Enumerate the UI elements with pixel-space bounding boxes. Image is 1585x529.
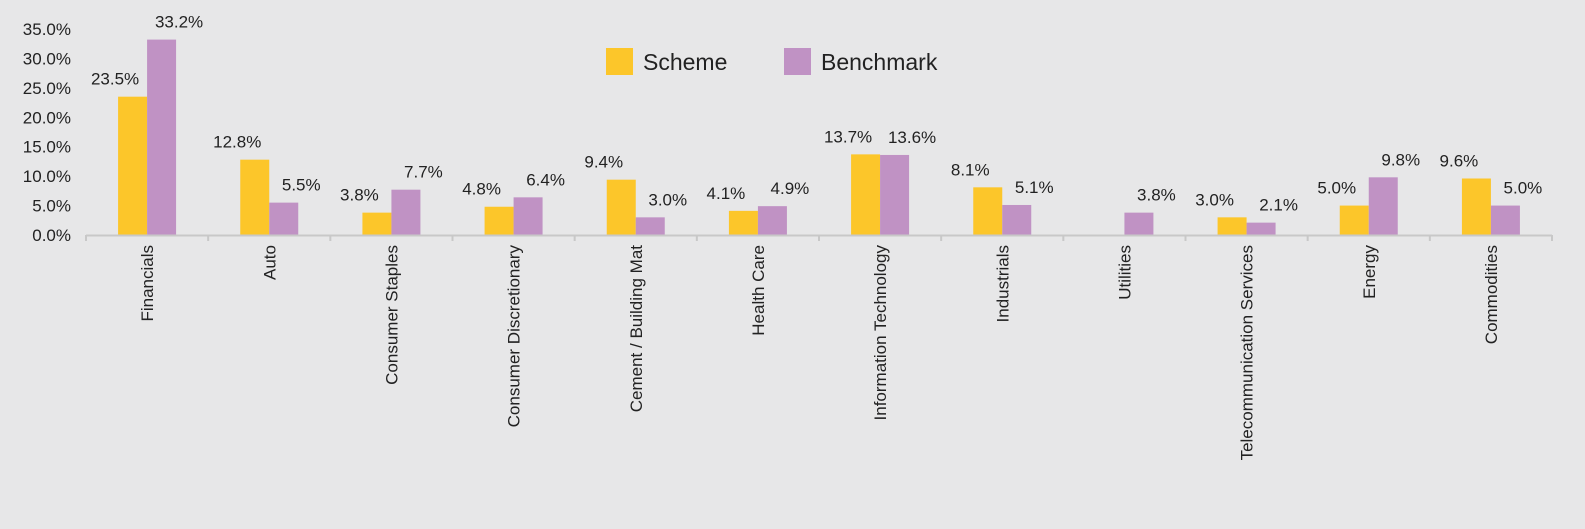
category-label: Health Care bbox=[749, 245, 768, 336]
data-label-benchmark: 7.7% bbox=[404, 163, 443, 182]
legend-label-scheme: Scheme bbox=[643, 49, 727, 75]
bar-benchmark bbox=[147, 39, 177, 235]
category-label: Financials bbox=[138, 245, 157, 322]
bar-benchmark bbox=[635, 217, 665, 235]
bar-scheme bbox=[484, 206, 514, 235]
data-label-scheme: 3.0% bbox=[1195, 190, 1234, 209]
data-label-scheme: 9.6% bbox=[1440, 151, 1479, 170]
category-label: Commodities bbox=[1482, 245, 1501, 344]
data-label-scheme: 12.8% bbox=[213, 133, 261, 152]
bar-benchmark bbox=[1368, 177, 1398, 235]
data-label-benchmark: 3.0% bbox=[648, 190, 687, 209]
category-label: Telecommunication Services bbox=[1238, 245, 1257, 460]
y-tick-label: 5.0% bbox=[32, 197, 71, 216]
category-label: Industrials bbox=[993, 245, 1012, 322]
bar-scheme bbox=[1339, 205, 1369, 235]
bar-scheme bbox=[1217, 217, 1247, 235]
bar-benchmark bbox=[1490, 205, 1520, 235]
bar-scheme bbox=[728, 210, 758, 235]
data-label-benchmark: 33.2% bbox=[155, 13, 203, 32]
legend-label-benchmark: Benchmark bbox=[821, 49, 938, 75]
data-label-benchmark: 6.4% bbox=[526, 170, 565, 189]
category-label: Energy bbox=[1360, 245, 1379, 299]
data-labels: 23.5% 33.2% 12.8% 5.5% 3.8% 7.7% 4.8% 6.4% 9.4% 3… bbox=[91, 13, 1542, 215]
legend: Scheme Benchmark bbox=[606, 48, 938, 75]
data-label-scheme: 9.4% bbox=[584, 153, 623, 172]
x-axis bbox=[85, 234, 1553, 241]
bar-benchmark bbox=[391, 189, 421, 235]
bar-scheme bbox=[606, 179, 636, 235]
data-label-scheme: 5.0% bbox=[1317, 179, 1356, 198]
data-label-benchmark: 4.9% bbox=[771, 179, 810, 198]
category-label: Information Technology bbox=[871, 245, 890, 421]
legend-swatch-benchmark bbox=[784, 48, 811, 75]
y-tick-label: 30.0% bbox=[23, 49, 71, 68]
bar-scheme bbox=[1461, 178, 1491, 235]
category-label: Consumer Discretionary bbox=[505, 245, 524, 428]
y-tick-label: 0.0% bbox=[32, 226, 71, 245]
bar-benchmark bbox=[1124, 212, 1154, 235]
category-label: Cement / Building Mat bbox=[627, 245, 646, 413]
data-label-benchmark: 13.6% bbox=[888, 128, 936, 147]
bar-scheme bbox=[118, 96, 148, 235]
data-label-scheme: 3.8% bbox=[340, 186, 379, 205]
data-label-scheme: 4.1% bbox=[707, 184, 746, 203]
data-label-benchmark: 3.8% bbox=[1137, 186, 1176, 205]
category-labels: Financials Auto Consumer Staples Consumer D… bbox=[138, 245, 1501, 461]
y-axis: 0.0% 5.0% 10.0% 15.0% 20.0% 25.0% 30.0% 35.0% bbox=[23, 20, 71, 245]
data-label-scheme: 8.1% bbox=[951, 160, 990, 179]
data-label-benchmark: 5.1% bbox=[1015, 178, 1054, 197]
bar-scheme bbox=[240, 159, 270, 235]
y-tick-label: 35.0% bbox=[23, 20, 71, 39]
data-label-benchmark: 5.0% bbox=[1504, 179, 1543, 198]
bar-benchmark bbox=[1246, 222, 1276, 235]
bar-benchmark bbox=[269, 202, 299, 235]
bar-scheme bbox=[851, 154, 881, 235]
y-tick-label: 10.0% bbox=[23, 167, 71, 186]
data-label-scheme: 23.5% bbox=[91, 70, 139, 89]
bars bbox=[118, 39, 1520, 235]
data-label-scheme: 13.7% bbox=[824, 127, 872, 146]
legend-swatch-scheme bbox=[606, 48, 633, 75]
bar-scheme bbox=[973, 187, 1003, 235]
category-label: Utilities bbox=[1115, 245, 1134, 300]
bar-benchmark bbox=[1002, 204, 1032, 235]
data-label-benchmark: 2.1% bbox=[1259, 196, 1298, 215]
data-label-benchmark: 9.8% bbox=[1381, 150, 1420, 169]
data-label-benchmark: 5.5% bbox=[282, 176, 321, 195]
data-label-scheme: 4.8% bbox=[462, 180, 501, 199]
y-tick-label: 20.0% bbox=[23, 108, 71, 127]
y-tick-label: 25.0% bbox=[23, 79, 71, 98]
y-tick-label: 15.0% bbox=[23, 138, 71, 157]
bar-benchmark bbox=[757, 206, 787, 235]
bar-scheme bbox=[362, 212, 392, 235]
bar-benchmark bbox=[880, 154, 910, 235]
bar-benchmark bbox=[513, 197, 543, 235]
category-label: Auto bbox=[260, 245, 279, 280]
category-label: Consumer Staples bbox=[382, 245, 401, 385]
